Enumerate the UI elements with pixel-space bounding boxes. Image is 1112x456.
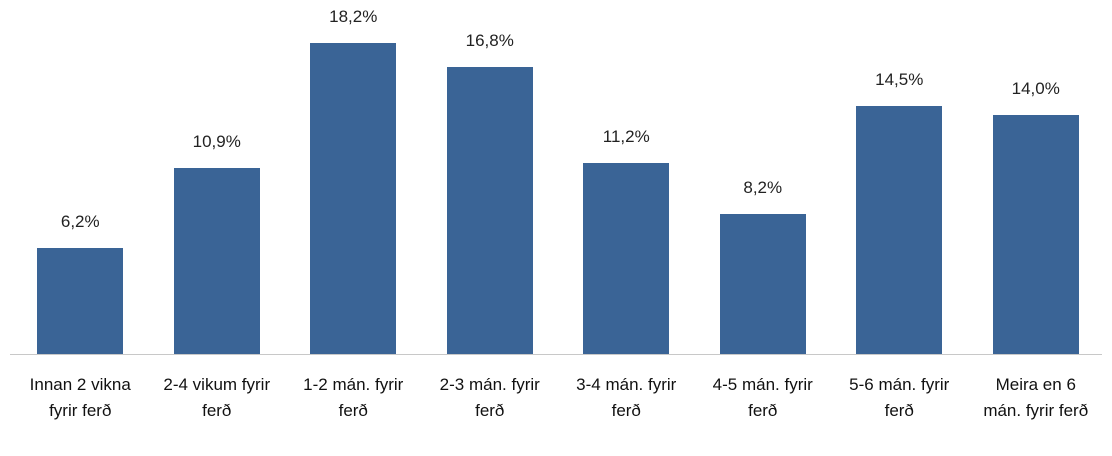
x-tick-label: Innan 2 vikna fyrir ferð xyxy=(29,375,131,420)
value-label: 6,2% xyxy=(60,212,100,232)
value-label: 14,5% xyxy=(875,70,924,90)
bar xyxy=(173,167,260,354)
value-label: 18,2% xyxy=(329,7,378,26)
bar xyxy=(583,162,670,354)
value-label: 11,2% xyxy=(602,126,650,146)
x-tick-label: 2-4 vikum fyrir ferð xyxy=(163,375,271,420)
value-label: 14,0% xyxy=(1011,78,1060,98)
x-tick-label: 5-6 mán. fyrir ferð xyxy=(849,375,950,420)
x-tick-label: 1-2 mán. fyrir ferð xyxy=(303,375,404,420)
bar xyxy=(37,248,124,354)
x-axis-line xyxy=(10,354,1102,355)
x-tick-label: Meira en 6 mán. fyrir ferð xyxy=(983,375,1089,420)
x-tick-label: 2-3 mán. fyrir ferð xyxy=(439,375,540,420)
bar xyxy=(856,106,943,354)
bar xyxy=(446,66,533,354)
x-tick-label: 4-5 mán. fyrir ferð xyxy=(712,375,813,420)
x-tick-label: 3-4 mán. fyrir ferð xyxy=(576,375,677,420)
value-label: 8,2% xyxy=(743,177,783,197)
bar xyxy=(310,43,397,354)
bar xyxy=(719,213,806,354)
bar xyxy=(992,114,1079,354)
value-label: 16,8% xyxy=(465,30,514,50)
value-label: 10,9% xyxy=(192,131,241,151)
